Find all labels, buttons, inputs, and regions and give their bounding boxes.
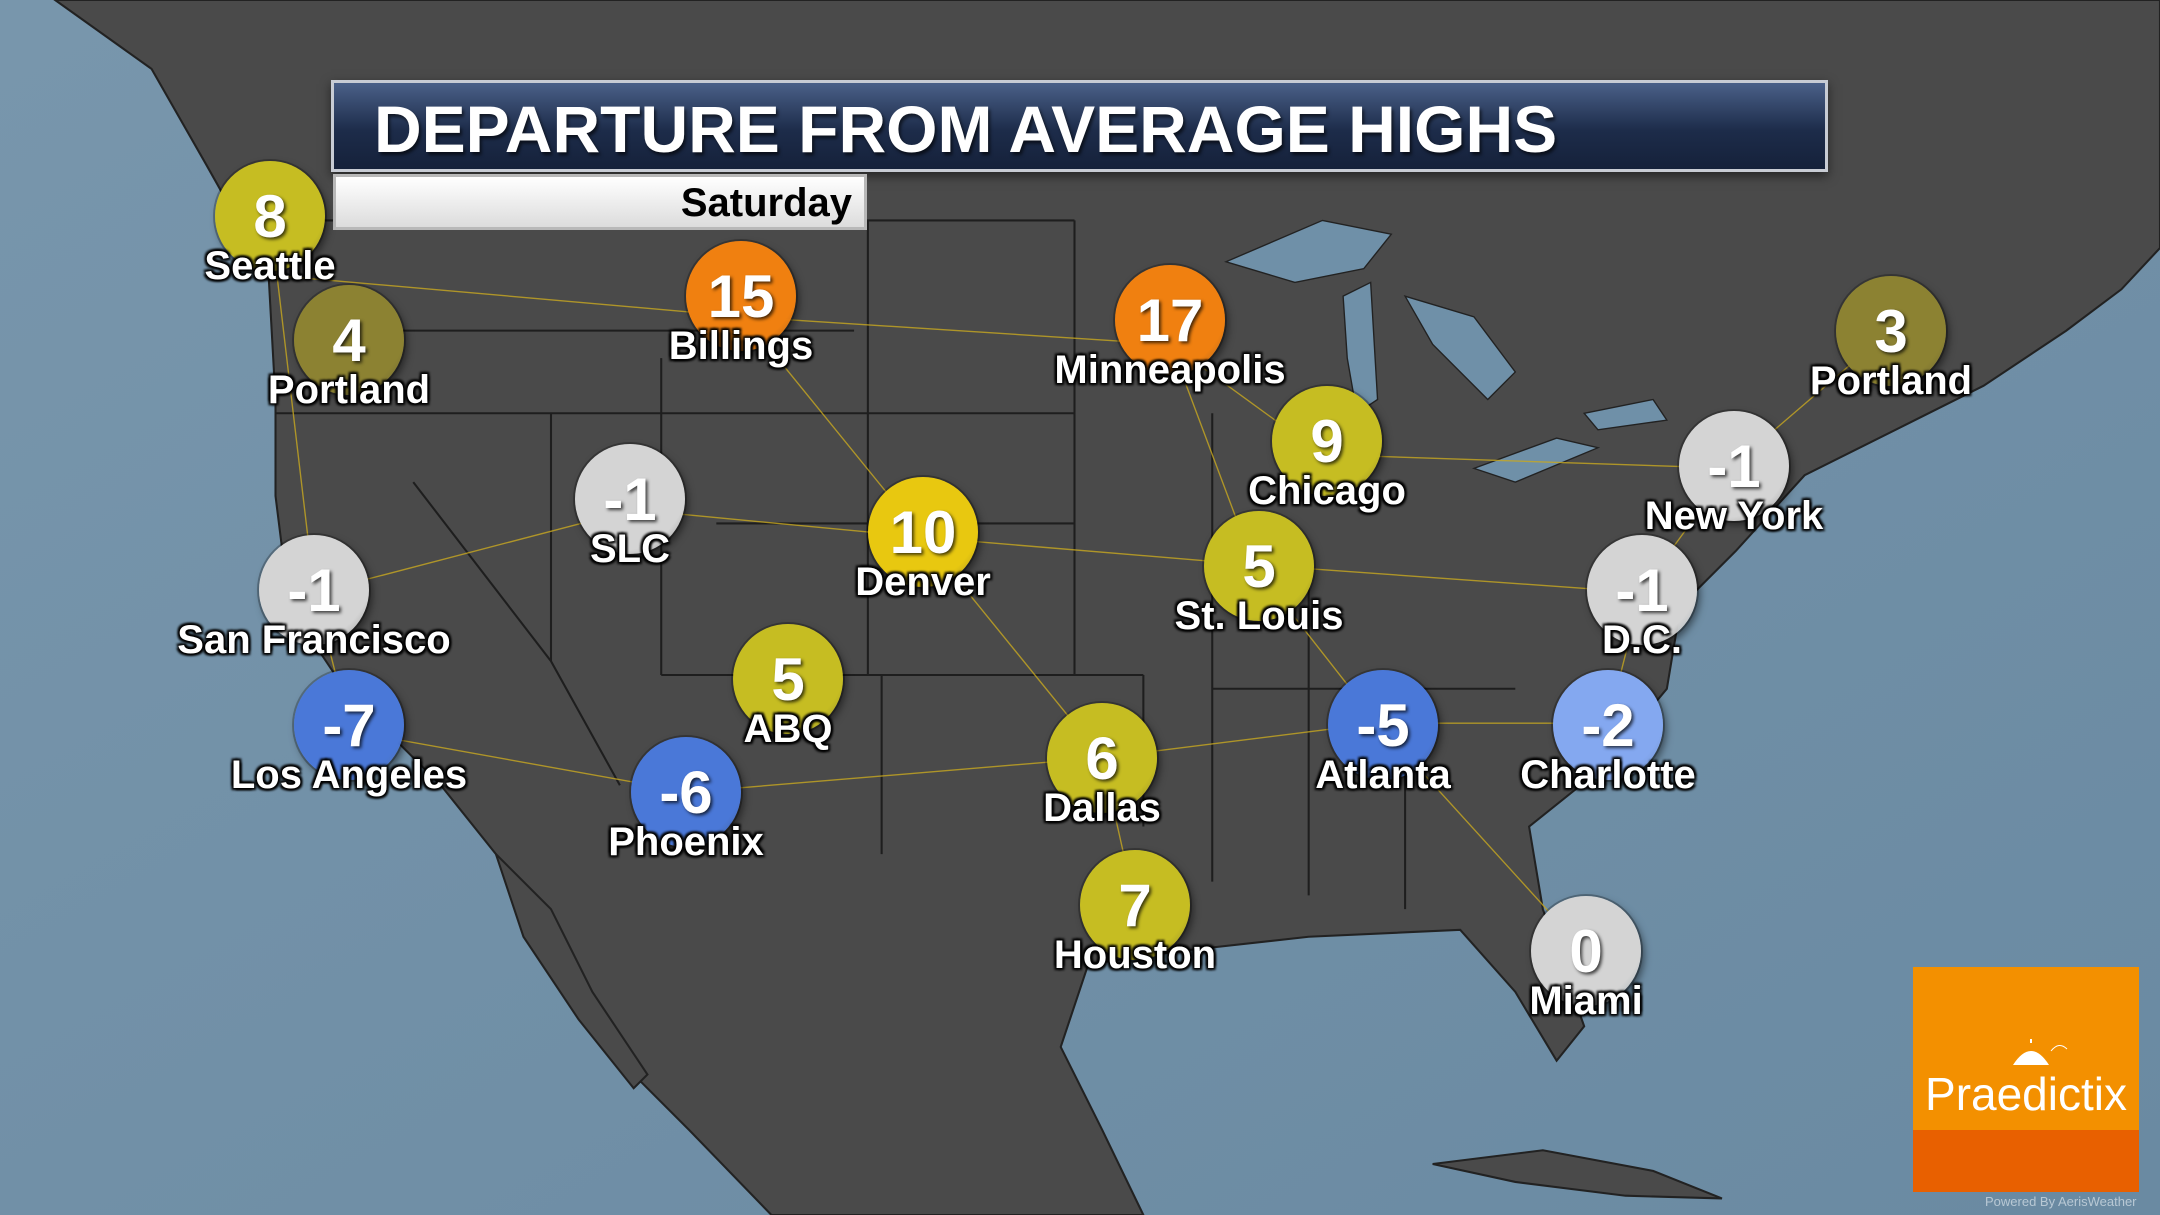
city-marker-value: 15 bbox=[686, 241, 796, 351]
city-marker-value: -1 bbox=[1679, 411, 1789, 521]
city-marker-value: 17 bbox=[1115, 265, 1225, 375]
city-label: San Francisco bbox=[177, 618, 451, 662]
day-label-box: Saturday bbox=[333, 174, 867, 230]
city-marker-value: 4 bbox=[294, 285, 404, 395]
city-marker-value: -1 bbox=[575, 444, 685, 554]
city-marker-value: -5 bbox=[1328, 670, 1438, 780]
city-marker-value: -6 bbox=[631, 737, 741, 847]
city-label: St. Louis bbox=[1174, 594, 1344, 638]
logo-bottom-band bbox=[1913, 1130, 2139, 1192]
city-label: Seattle bbox=[204, 244, 336, 288]
city-label: Chicago bbox=[1248, 469, 1406, 513]
city-marker-value: 10 bbox=[868, 477, 978, 587]
city-label: Houston bbox=[1053, 933, 1217, 977]
logo-text: Praedictix bbox=[1925, 1068, 2127, 1120]
city-label: Atlanta bbox=[1315, 753, 1451, 797]
city-marker-value: -2 bbox=[1553, 670, 1663, 780]
city-label: Charlotte bbox=[1520, 753, 1696, 797]
land-baja bbox=[494, 853, 649, 1090]
city-label: Denver bbox=[855, 560, 991, 604]
city-marker-value: -7 bbox=[294, 670, 404, 780]
city-label: Portland bbox=[1809, 359, 1973, 403]
day-label: Saturday bbox=[680, 181, 852, 225]
city-label: Billings bbox=[668, 324, 814, 368]
title-banner: DEPARTURE FROM AVERAGE HIGHS bbox=[331, 80, 1828, 172]
city-marker-value: 3 bbox=[1836, 276, 1946, 386]
land-cuba bbox=[1432, 1149, 1723, 1200]
city-label: Dallas bbox=[1043, 786, 1161, 830]
city-marker-value: -1 bbox=[1587, 535, 1697, 645]
city-marker-value: 9 bbox=[1272, 386, 1382, 496]
city-label: Phoenix bbox=[608, 820, 764, 864]
city-marker-value: 5 bbox=[1204, 511, 1314, 621]
city-label: Los Angeles bbox=[230, 753, 468, 797]
city-label: New York bbox=[1644, 494, 1824, 538]
city-marker-value: 6 bbox=[1047, 703, 1157, 813]
city-label: Miami bbox=[1529, 979, 1643, 1023]
city-label: SLC bbox=[590, 527, 670, 571]
umbrella-icon bbox=[2013, 1039, 2068, 1065]
city-marker-value: 8 bbox=[215, 161, 325, 271]
city-marker-value: 0 bbox=[1531, 896, 1641, 1006]
credit-text: Powered By AerisWeather bbox=[1985, 1194, 2137, 1209]
city-label: ABQ bbox=[743, 707, 833, 751]
city-marker-value: 5 bbox=[733, 624, 843, 734]
city-marker-value: 7 bbox=[1080, 850, 1190, 960]
city-label: D.C. bbox=[1602, 618, 1682, 662]
praedictix-logo: Praedictix bbox=[1913, 967, 2139, 1192]
city-label: Minneapolis bbox=[1054, 348, 1286, 392]
map-title: DEPARTURE FROM AVERAGE HIGHS bbox=[374, 92, 1558, 166]
city-label: Portland bbox=[267, 368, 431, 412]
city-marker-value: -1 bbox=[259, 535, 369, 645]
